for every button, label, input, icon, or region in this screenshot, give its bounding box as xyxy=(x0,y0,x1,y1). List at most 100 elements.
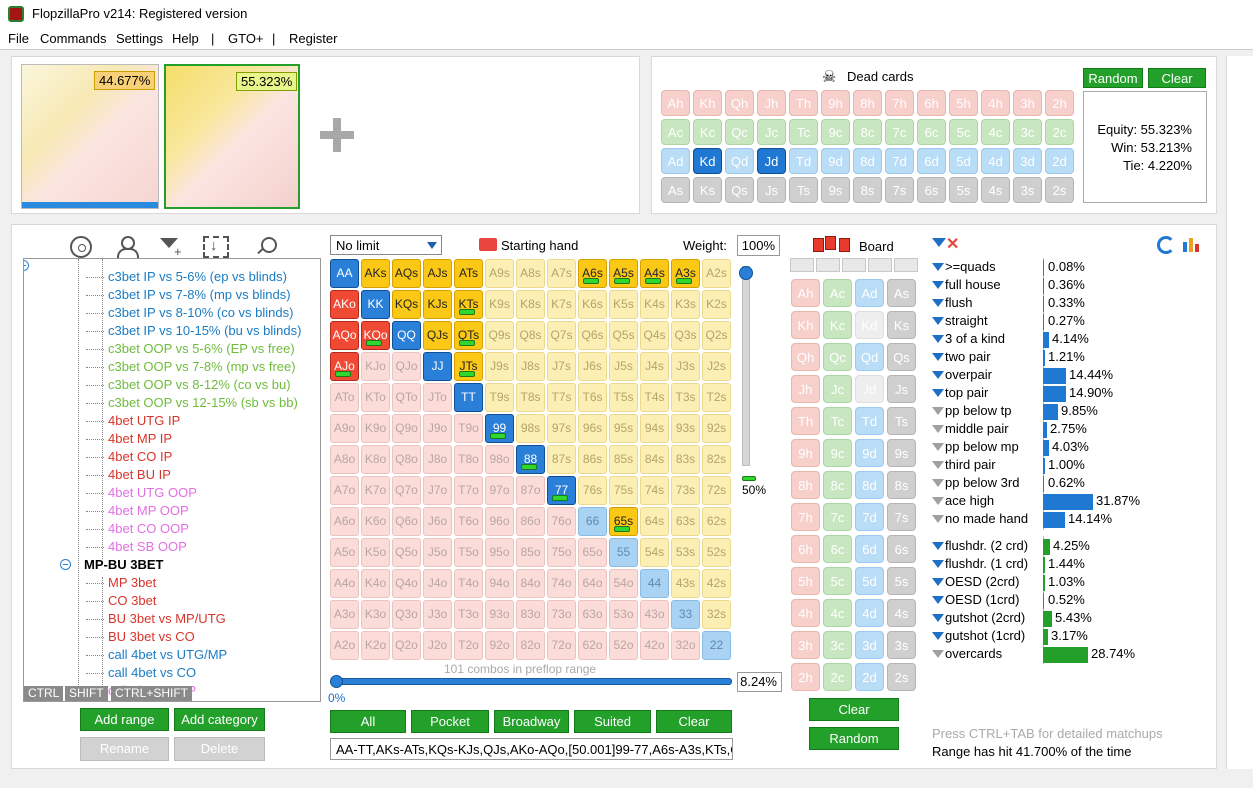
board-card-Js[interactable]: Js xyxy=(887,375,916,403)
dead-card-Qh[interactable]: Qh xyxy=(725,90,754,116)
hand-cell-33[interactable]: 33 xyxy=(671,600,700,629)
hand-cell-K9s[interactable]: K9s xyxy=(485,290,514,319)
hand-cell-93s[interactable]: 93s xyxy=(671,414,700,443)
dead-card-Js[interactable]: Js xyxy=(757,177,786,203)
hand-cell-JJ[interactable]: JJ xyxy=(423,352,452,381)
hand-cell-J4s[interactable]: J4s xyxy=(640,352,669,381)
hand-cell-92s[interactable]: 92s xyxy=(702,414,731,443)
hand-cell-AQo[interactable]: AQo xyxy=(330,321,359,350)
hand-cell-76o[interactable]: 76o xyxy=(547,507,576,536)
stat-filter-icon[interactable] xyxy=(932,461,944,469)
hand-cell-J5o[interactable]: J5o xyxy=(423,538,452,567)
hand-cell-J3s[interactable]: J3s xyxy=(671,352,700,381)
board-card-2c[interactable]: 2c xyxy=(823,663,852,691)
dead-card-Kc[interactable]: Kc xyxy=(693,119,722,145)
hand-cell-K3s[interactable]: K3s xyxy=(671,290,700,319)
hand-cell-A4s[interactable]: A4s xyxy=(640,259,669,288)
menu-gto[interactable]: GTO+ xyxy=(228,31,264,46)
hand-cell-J5s[interactable]: J5s xyxy=(609,352,638,381)
refresh-icon[interactable] xyxy=(1157,236,1175,254)
hand-cell-J7o[interactable]: J7o xyxy=(423,476,452,505)
board-card-Tc[interactable]: Tc xyxy=(823,407,852,435)
hand-cell-K8s[interactable]: K8s xyxy=(516,290,545,319)
dead-card-3d[interactable]: 3d xyxy=(1013,148,1042,174)
tree-item[interactable]: 4bet CO IP xyxy=(85,449,173,464)
hand-cell-96o[interactable]: 96o xyxy=(485,507,514,536)
dead-card-Td[interactable]: Td xyxy=(789,148,818,174)
tree-item[interactable]: BU 3bet vs MP/UTG xyxy=(86,611,226,626)
board-card-8h[interactable]: 8h xyxy=(791,471,820,499)
dead-card-Ks[interactable]: Ks xyxy=(693,177,722,203)
hand-cell-K2s[interactable]: K2s xyxy=(702,290,731,319)
dead-card-Qc[interactable]: Qc xyxy=(725,119,754,145)
hand-cell-T3o[interactable]: T3o xyxy=(454,600,483,629)
dead-card-Kh[interactable]: Kh xyxy=(693,90,722,116)
hand-cell-A8s[interactable]: A8s xyxy=(516,259,545,288)
hand-cell-T3s[interactable]: T3s xyxy=(671,383,700,412)
stat-filter-icon[interactable] xyxy=(932,353,944,361)
tree-item[interactable]: 4bet MP IP xyxy=(85,431,173,446)
hand-cell-J3o[interactable]: J3o xyxy=(423,600,452,629)
add-range-button[interactable]: Add range xyxy=(80,708,169,731)
board-card-Ah[interactable]: Ah xyxy=(791,279,820,307)
hand-cell-KJs[interactable]: KJs xyxy=(423,290,452,319)
dead-card-Ad[interactable]: Ad xyxy=(661,148,690,174)
board-card-Jd[interactable]: Jd xyxy=(855,375,884,403)
hand-cell-84o[interactable]: 84o xyxy=(516,569,545,598)
menu-register[interactable]: Register xyxy=(289,31,338,46)
hand-cell-K3o[interactable]: K3o xyxy=(361,600,390,629)
user-icon[interactable] xyxy=(115,236,139,259)
board-card-8s[interactable]: 8s xyxy=(887,471,916,499)
dead-card-8s[interactable]: 8s xyxy=(853,177,882,203)
menu-settings[interactable]: Settings xyxy=(116,31,163,46)
hand-cell-72s[interactable]: 72s xyxy=(702,476,731,505)
hand-cell-93o[interactable]: 93o xyxy=(485,600,514,629)
hand-cell-T2o[interactable]: T2o xyxy=(454,631,483,660)
hand-cell-J9s[interactable]: J9s xyxy=(485,352,514,381)
dead-card-4c[interactable]: 4c xyxy=(981,119,1010,145)
hand-cell-73s[interactable]: 73s xyxy=(671,476,700,505)
tree-item[interactable]: 4bet SB OOP xyxy=(86,539,187,554)
hand-cell-Q5o[interactable]: Q5o xyxy=(392,538,421,567)
hand-cell-64o[interactable]: 64o xyxy=(578,569,607,598)
dead-card-Qd[interactable]: Qd xyxy=(725,148,754,174)
board-card-6s[interactable]: 6s xyxy=(887,535,916,563)
hand-cell-K2o[interactable]: K2o xyxy=(361,631,390,660)
hand-cell-K6s[interactable]: K6s xyxy=(578,290,607,319)
hand-cell-85s[interactable]: 85s xyxy=(609,445,638,474)
board-card-9h[interactable]: 9h xyxy=(791,439,820,467)
hand-cell-75o[interactable]: 75o xyxy=(547,538,576,567)
hand-cell-T2s[interactable]: T2s xyxy=(702,383,731,412)
stat-filter-icon[interactable] xyxy=(932,614,944,622)
tree-item[interactable]: c3bet OOP vs 5-6% (EP vs free) xyxy=(86,341,295,356)
collapse-icon[interactable] xyxy=(60,559,71,570)
stat-filter-icon[interactable] xyxy=(932,299,944,307)
dead-card-8h[interactable]: 8h xyxy=(853,90,882,116)
hand-cell-87s[interactable]: 87s xyxy=(547,445,576,474)
hand-cell-T9s[interactable]: T9s xyxy=(485,383,514,412)
filter-add-icon[interactable] xyxy=(160,236,184,259)
hand-cell-42s[interactable]: 42s xyxy=(702,569,731,598)
hand-cell-32s[interactable]: 32s xyxy=(702,600,731,629)
tree-item[interactable]: c3bet IP vs 5-6% (ep vs blinds) xyxy=(86,269,287,284)
tree-item[interactable]: call 4bet vs UTG/MP xyxy=(85,647,228,662)
hand-cell-22[interactable]: 22 xyxy=(702,631,731,660)
hand-cell-A2o[interactable]: A2o xyxy=(330,631,359,660)
tree-item[interactable]: 4bet CO OOP xyxy=(86,521,189,536)
hand-cell-73o[interactable]: 73o xyxy=(547,600,576,629)
board-card-Td[interactable]: Td xyxy=(855,407,884,435)
hand-cell-A3o[interactable]: A3o xyxy=(330,600,359,629)
hand-cell-Q9s[interactable]: Q9s xyxy=(485,321,514,350)
stat-filter-icon[interactable] xyxy=(932,650,944,658)
search-icon[interactable] xyxy=(254,236,278,258)
dead-card-3s[interactable]: 3s xyxy=(1013,177,1042,203)
hand-cell-ATo[interactable]: ATo xyxy=(330,383,359,412)
board-card-6d[interactable]: 6d xyxy=(855,535,884,563)
hand-cell-Q8s[interactable]: Q8s xyxy=(516,321,545,350)
board-slot[interactable] xyxy=(816,258,840,272)
hand-cell-Q4s[interactable]: Q4s xyxy=(640,321,669,350)
weight-slider[interactable] xyxy=(742,266,750,466)
dead-card-Jc[interactable]: Jc xyxy=(757,119,786,145)
dead-card-9d[interactable]: 9d xyxy=(821,148,850,174)
hand-cell-85o[interactable]: 85o xyxy=(516,538,545,567)
